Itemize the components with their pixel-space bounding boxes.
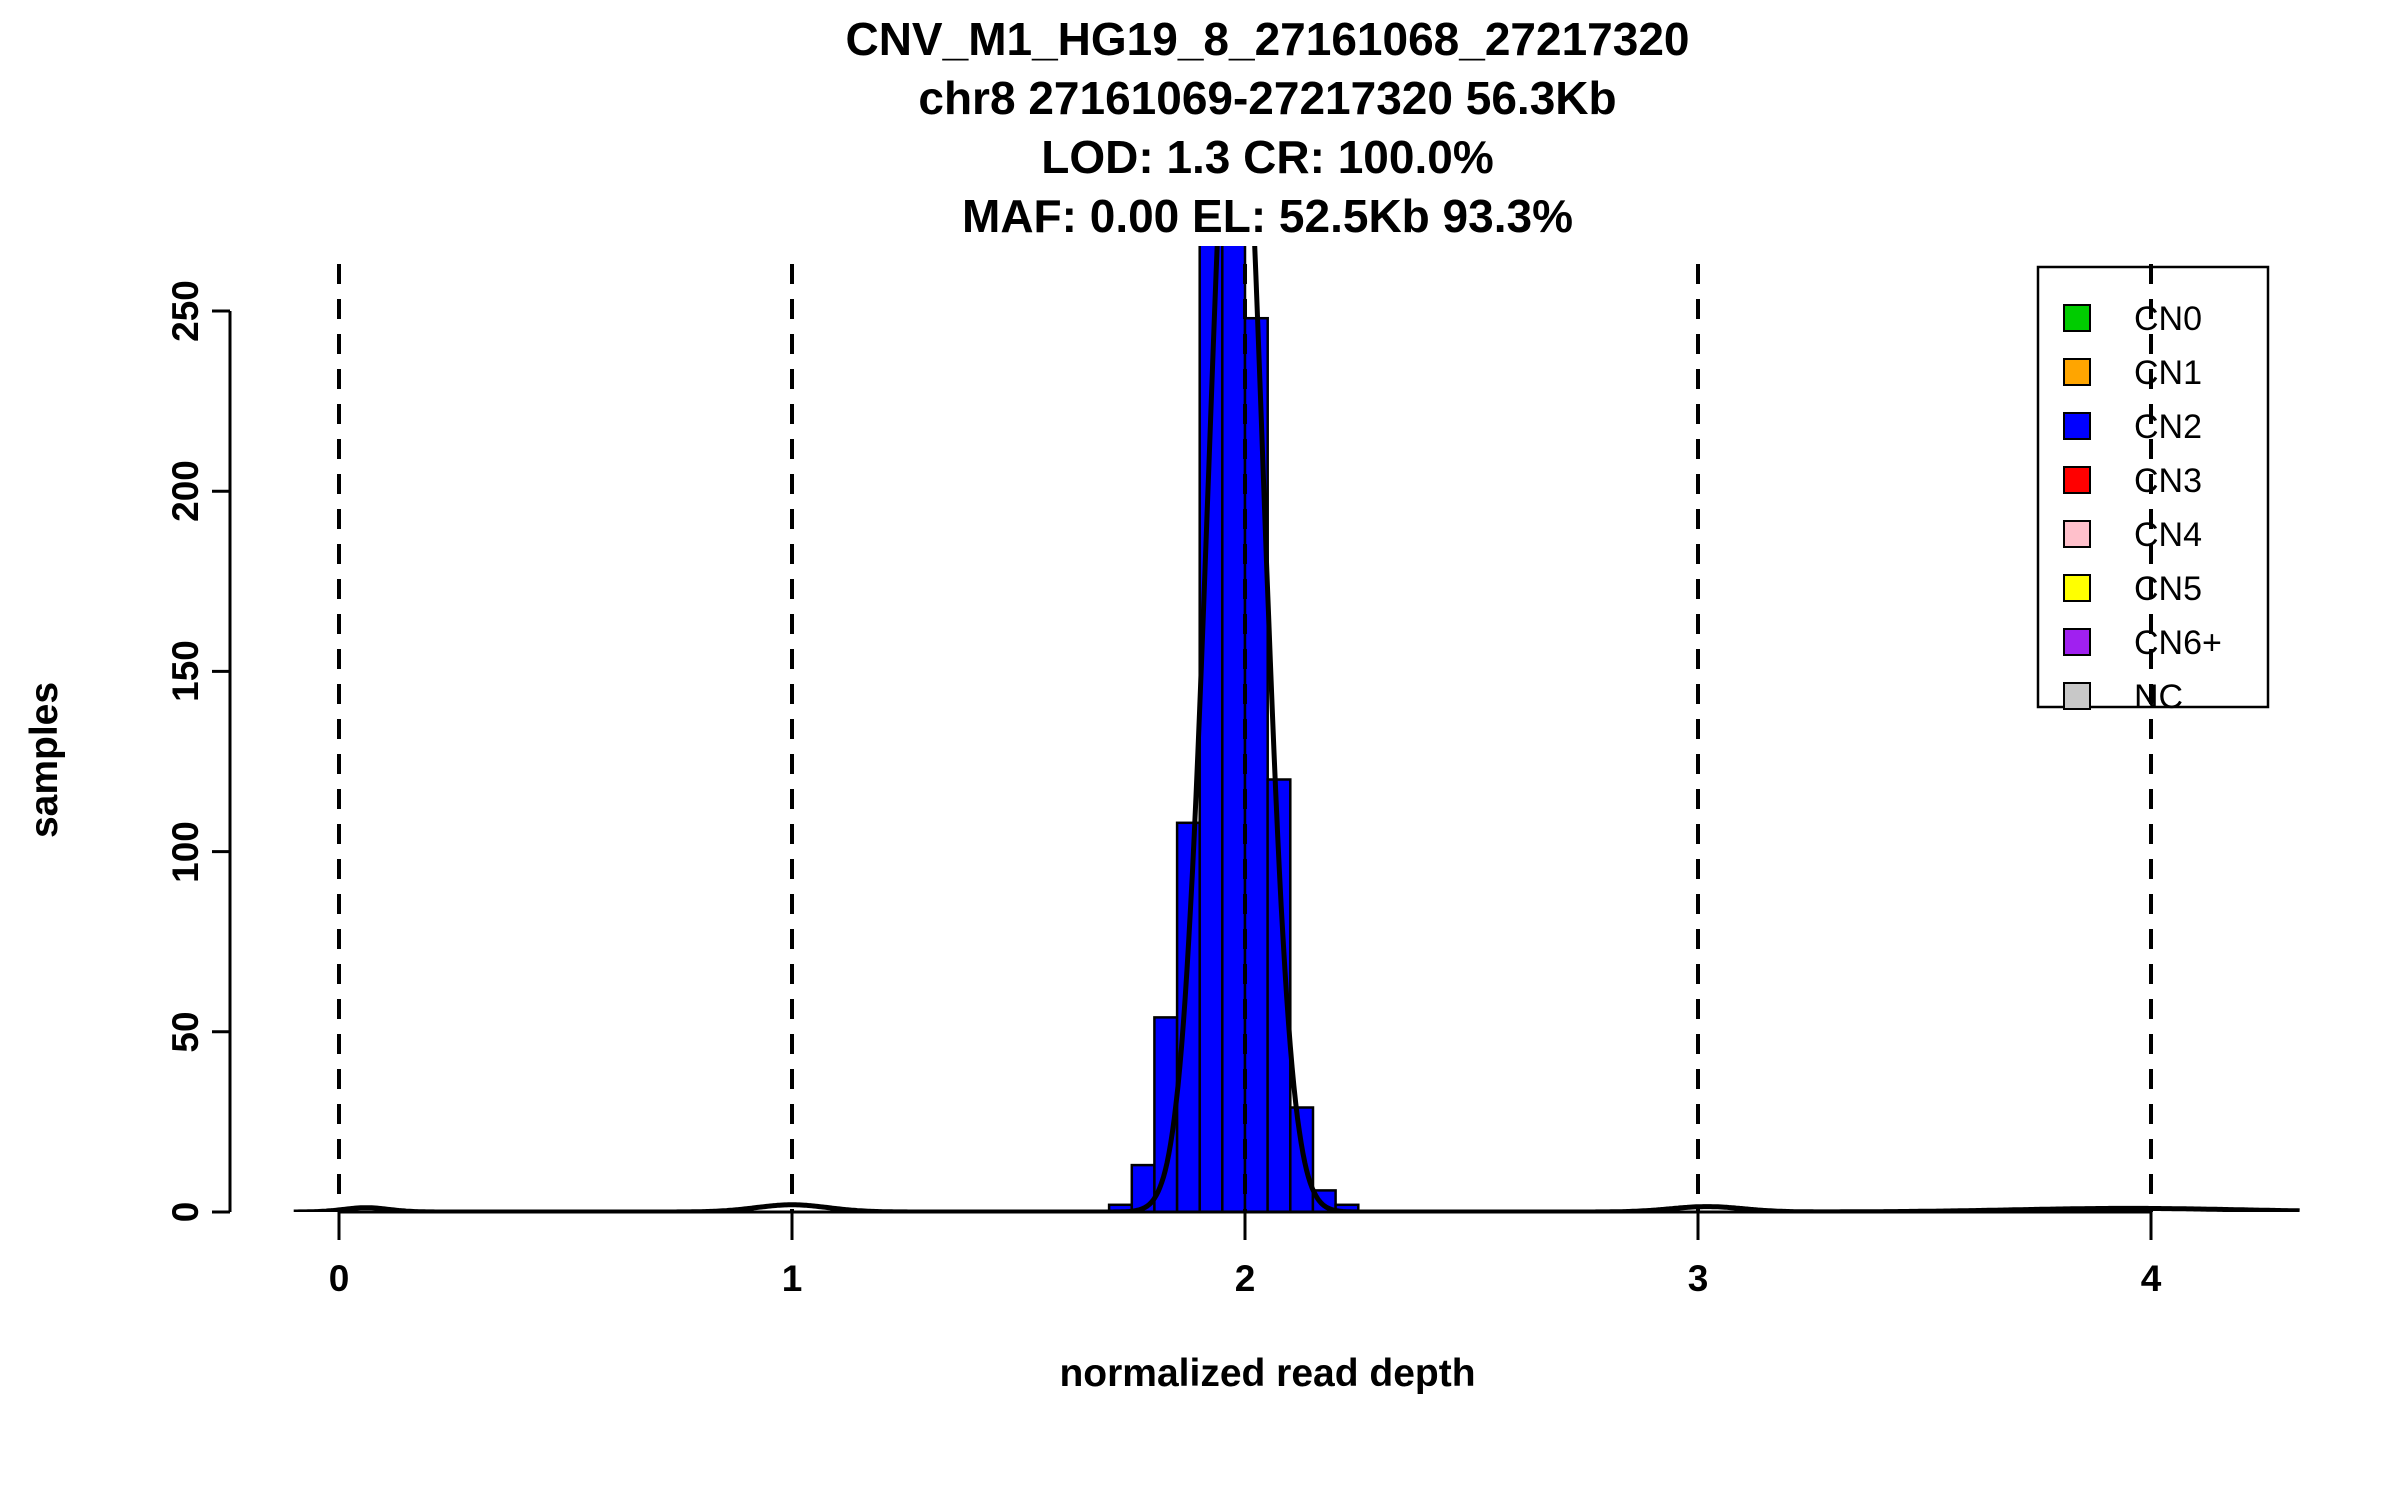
x-axis-label: normalized read depth bbox=[1059, 1352, 1476, 1395]
legend-swatch bbox=[2063, 628, 2091, 656]
legend-label: CN6+ bbox=[2134, 624, 2222, 662]
legend-swatch bbox=[2063, 358, 2091, 386]
y-axis-label: samples bbox=[23, 681, 66, 839]
legend-swatch bbox=[2063, 412, 2091, 440]
histogram-bars bbox=[1107, 246, 1360, 1212]
histogram-bar bbox=[1221, 246, 1247, 1212]
title-line-1: CNV_M1_HG19_8_27161068_27217320 bbox=[845, 13, 1690, 65]
legend-swatch bbox=[2063, 466, 2091, 494]
histogram-bar bbox=[1266, 778, 1292, 1212]
x-tick-label: 2 bbox=[1234, 1258, 1256, 1299]
legend-swatch bbox=[2063, 520, 2091, 548]
y-tick-label: 0 bbox=[165, 1201, 206, 1223]
legend-label: CN3 bbox=[2134, 462, 2202, 500]
legend-swatch bbox=[2063, 304, 2091, 332]
title-line-3: LOD: 1.3 CR: 100.0% bbox=[1041, 131, 1494, 183]
histogram-bar bbox=[1289, 1106, 1315, 1212]
chart-title-block: CNV_M1_HG19_8_27161068_27217320 chr8 271… bbox=[230, 10, 2305, 246]
y-tick-label: 150 bbox=[165, 640, 206, 702]
legend-swatch bbox=[2063, 682, 2091, 710]
x-tick-label: 0 bbox=[328, 1258, 350, 1299]
legend-label: CN0 bbox=[2134, 300, 2202, 338]
legend-label: NC bbox=[2134, 678, 2183, 716]
legend-label: CN1 bbox=[2134, 354, 2202, 392]
y-tick-label: 250 bbox=[165, 280, 206, 342]
x-tick-label: 4 bbox=[2140, 1258, 2162, 1299]
legend-label: CN5 bbox=[2134, 570, 2202, 608]
x-tick-label: 1 bbox=[781, 1258, 803, 1299]
y-tick-label: 50 bbox=[165, 1011, 206, 1053]
x-tick-label: 3 bbox=[1687, 1258, 1709, 1299]
y-tick-label: 100 bbox=[165, 821, 206, 883]
title-line-2: chr8 27161069-27217320 56.3Kb bbox=[918, 72, 1617, 124]
histogram-bar bbox=[1175, 821, 1202, 1212]
legend-label: CN4 bbox=[2134, 516, 2202, 554]
y-tick-label: 200 bbox=[165, 460, 206, 522]
title-line-4: MAF: 0.00 EL: 52.5Kb 93.3% bbox=[962, 190, 1573, 242]
legend-label: CN2 bbox=[2134, 408, 2202, 446]
legend-swatch bbox=[2063, 574, 2091, 602]
